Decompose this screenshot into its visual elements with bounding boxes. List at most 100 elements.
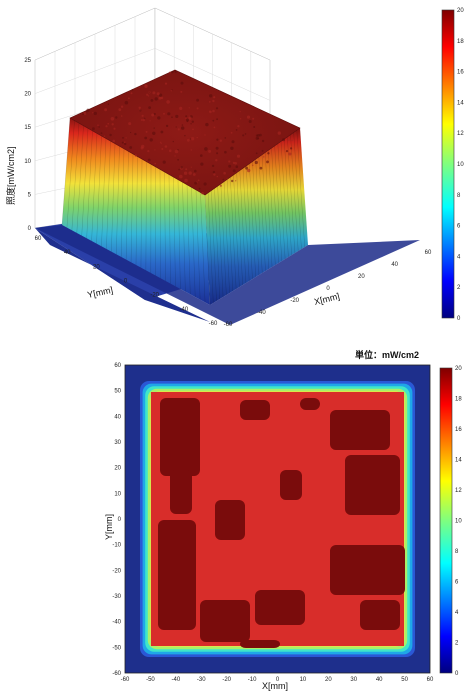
plateau-speckle bbox=[140, 146, 144, 150]
colorbar-top-tick: 20 bbox=[457, 8, 464, 14]
plateau-speckle bbox=[120, 105, 124, 108]
high-region bbox=[360, 600, 400, 630]
plateau-speckle bbox=[204, 134, 206, 136]
plateau-speckle bbox=[224, 150, 227, 154]
plateau-speckle bbox=[198, 187, 201, 190]
wall-stripe bbox=[173, 177, 176, 287]
surface-wall-right bbox=[205, 128, 308, 305]
plateau-speckle bbox=[259, 166, 263, 170]
heatmap-x-ticks: -60 -50 -40 -30 -20 -10 0 10 20 30 40 50 60 bbox=[121, 677, 434, 683]
surface-plateau bbox=[69, 69, 301, 196]
plateau-speckle bbox=[203, 182, 207, 186]
plateau-speckle bbox=[192, 173, 196, 176]
wall-stripe bbox=[223, 181, 230, 294]
wall-stripe bbox=[233, 174, 240, 288]
colorbar-top-tick: 0 bbox=[457, 316, 461, 322]
plateau-speckle bbox=[120, 115, 123, 117]
high-region bbox=[240, 400, 270, 420]
plateau-speckle bbox=[125, 137, 127, 139]
heatmap-x-tick: 60 bbox=[427, 677, 434, 683]
floor-rim bbox=[35, 225, 420, 325]
wall-stripe bbox=[101, 138, 107, 247]
y-axis-ticks-3d: 60 40 20 0 -20 -40 -60 bbox=[35, 236, 218, 327]
heatmap-x-tick: 30 bbox=[350, 677, 357, 683]
plateau-speckle bbox=[175, 114, 179, 118]
plateau-speckle bbox=[205, 122, 209, 127]
plateau-speckle bbox=[224, 137, 227, 139]
heatmap-x-tick: -40 bbox=[171, 677, 180, 683]
z-tick-label: 10 bbox=[24, 159, 31, 165]
x-tick-label-3d: 60 bbox=[425, 250, 432, 256]
wall-stripe bbox=[204, 194, 211, 306]
plateau-speckle bbox=[124, 142, 127, 146]
plateau-speckle bbox=[152, 91, 156, 95]
wall-stripe bbox=[106, 141, 111, 250]
plateau-speckle bbox=[200, 162, 204, 166]
plateau-speckle bbox=[277, 131, 281, 135]
y-tick-label-3d: -20 bbox=[150, 293, 159, 299]
plateau-speckle bbox=[160, 142, 162, 144]
colorbar-bottom-tick: 16 bbox=[455, 427, 462, 433]
wall-stripe bbox=[61, 117, 71, 226]
plateau-speckle bbox=[190, 123, 192, 125]
plateau-speckle bbox=[257, 137, 260, 140]
plateau-speckle bbox=[134, 132, 137, 136]
grid-line bbox=[34, 48, 156, 94]
plateau-speckle bbox=[179, 106, 183, 110]
plateau-speckle bbox=[186, 138, 190, 142]
colorbar-top-tick: 12 bbox=[457, 131, 464, 137]
plateau-speckle bbox=[188, 171, 192, 175]
plateau-speckle bbox=[152, 131, 156, 135]
plateau-speckle bbox=[177, 128, 180, 131]
plateau-speckle bbox=[196, 98, 200, 102]
plateau-speckle bbox=[257, 134, 260, 137]
plateau-speckle bbox=[197, 179, 200, 182]
plateau-speckle bbox=[147, 95, 150, 97]
plateau-speckle bbox=[231, 179, 234, 183]
colorbar-top-tick: 18 bbox=[457, 39, 464, 45]
plateau-speckle bbox=[219, 184, 222, 187]
plateau-speckle bbox=[127, 97, 130, 100]
plateau-speckle bbox=[124, 100, 129, 105]
y-tick-label-3d: -60 bbox=[209, 321, 218, 327]
high-region bbox=[280, 470, 302, 500]
x-tick-label-3d: 40 bbox=[391, 262, 398, 268]
wall-stripe bbox=[226, 179, 234, 292]
plateau-speckle bbox=[180, 166, 184, 169]
heatmap-x-tick: 20 bbox=[325, 677, 332, 683]
plateau-speckle bbox=[175, 126, 177, 128]
heatmap-y-tick: -30 bbox=[112, 594, 121, 600]
plateau-speckle bbox=[171, 116, 173, 118]
wall-stripe bbox=[217, 186, 224, 298]
heatmap-x-tick: -50 bbox=[146, 677, 155, 683]
colorbar-top-tick: 10 bbox=[457, 162, 464, 168]
plateau-speckle bbox=[122, 137, 124, 139]
plateau-speckle bbox=[230, 131, 233, 134]
heatmap-high-regions bbox=[158, 398, 405, 648]
plateau-speckle bbox=[228, 160, 231, 163]
plateau-speckle bbox=[113, 127, 116, 130]
x-axis-ticks-3d: -60 -40 -20 0 20 40 60 bbox=[224, 250, 432, 328]
plateau-speckle bbox=[183, 171, 188, 175]
plateau-speckle bbox=[139, 86, 141, 88]
plateau-speckle bbox=[148, 91, 150, 93]
plateau-speckle bbox=[232, 161, 235, 164]
colorbar-top-ticks: 0 2 4 6 8 10 12 14 16 18 20 bbox=[457, 8, 464, 322]
plateau-speckle bbox=[190, 138, 192, 140]
heatmap-x-tick: -30 bbox=[197, 677, 206, 683]
wall-stripe bbox=[249, 163, 256, 278]
x-axis-label-3d: X[mm] bbox=[313, 291, 341, 307]
plateau-speckle bbox=[150, 99, 154, 102]
high-region bbox=[300, 398, 320, 410]
colorbar-bottom-tick: 14 bbox=[455, 458, 462, 464]
plateau-speckle bbox=[253, 126, 256, 128]
wall-stripe bbox=[145, 161, 147, 271]
plateau-speckle bbox=[285, 150, 289, 153]
y-tick-label-3d: 20 bbox=[93, 264, 100, 270]
plateau-speckle bbox=[186, 118, 189, 122]
heatmap-x-tick: 10 bbox=[300, 677, 307, 683]
plateau-speckle bbox=[148, 106, 152, 109]
wall-stripe bbox=[264, 152, 273, 268]
wall-stripe bbox=[252, 161, 260, 276]
plateau-speckle bbox=[151, 113, 155, 117]
